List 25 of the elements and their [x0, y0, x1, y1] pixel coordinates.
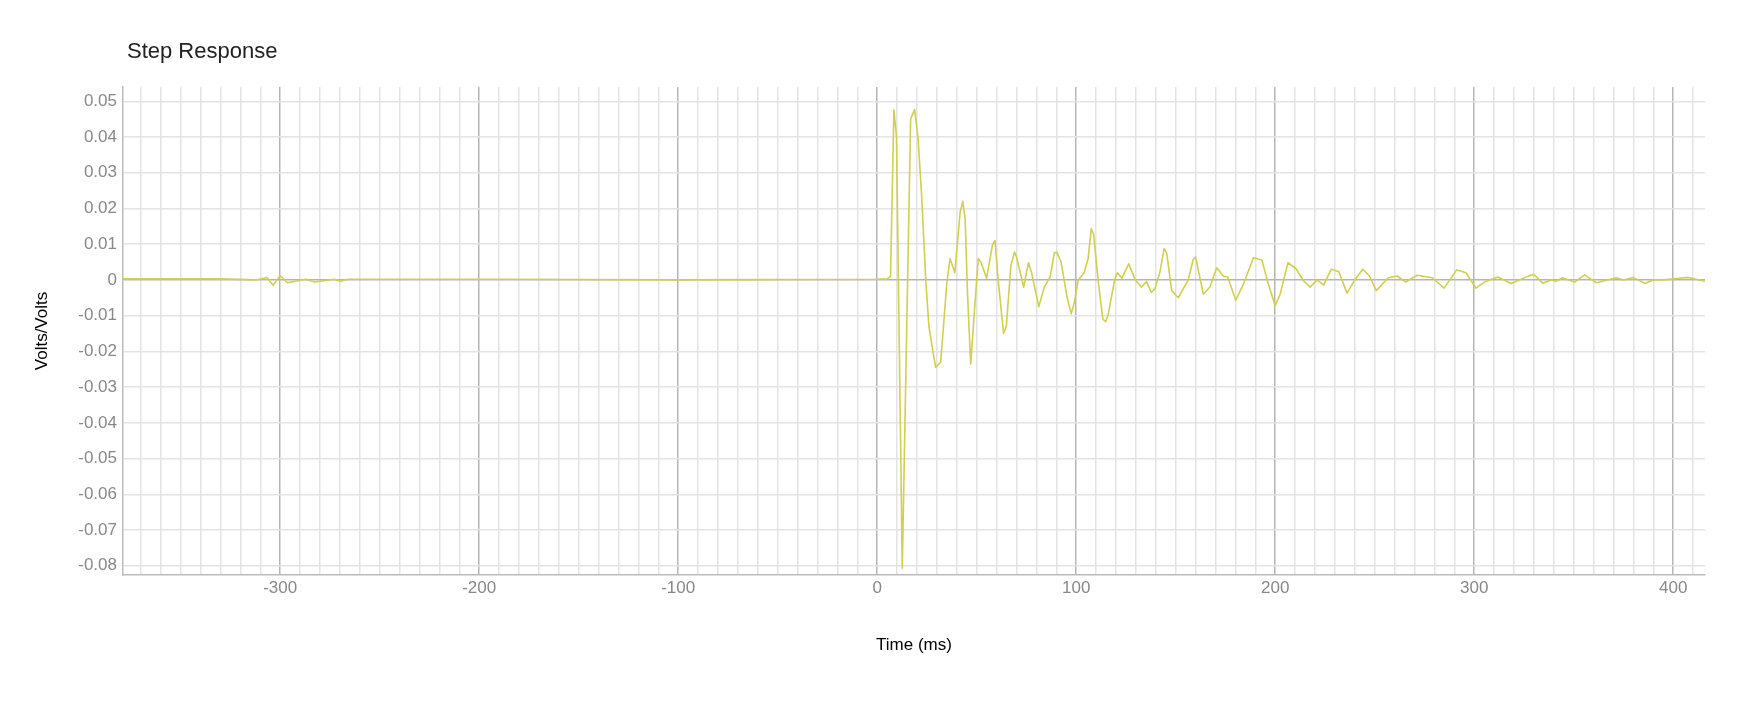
x-tick-label: -300: [263, 577, 298, 597]
x-axis-title: Time (ms): [876, 635, 952, 655]
y-tick-label: -0.01: [78, 305, 117, 325]
y-tick-label: -0.02: [78, 341, 117, 361]
y-tick-label: 0.01: [83, 233, 117, 253]
y-tick-label: 0.05: [83, 90, 117, 110]
y-tick-label: 0.02: [83, 198, 117, 218]
y-tick-label: -0.07: [78, 519, 117, 539]
y-tick-label: -0.06: [78, 483, 117, 503]
y-tick-label: -0.05: [78, 448, 117, 468]
x-tick-label: 400: [1658, 577, 1688, 597]
y-tick-label: 0: [107, 269, 117, 289]
y-tick-label: 0.04: [83, 126, 117, 146]
x-tick-label: 200: [1260, 577, 1290, 597]
y-tick-label: -0.08: [78, 555, 117, 575]
x-tick-label: -200: [462, 577, 497, 597]
y-tick-label: 0.03: [83, 162, 117, 182]
y-axis-title: Volts/Volts: [31, 291, 51, 371]
x-tick-label: 0: [872, 577, 882, 597]
x-tick-label: 100: [1061, 577, 1091, 597]
y-tick-label: -0.04: [78, 412, 117, 432]
chart-title: Step Response: [127, 38, 278, 64]
y-tick-label: -0.03: [78, 376, 117, 396]
x-tick-label: 300: [1459, 577, 1489, 597]
x-tick-label: -100: [661, 577, 696, 597]
